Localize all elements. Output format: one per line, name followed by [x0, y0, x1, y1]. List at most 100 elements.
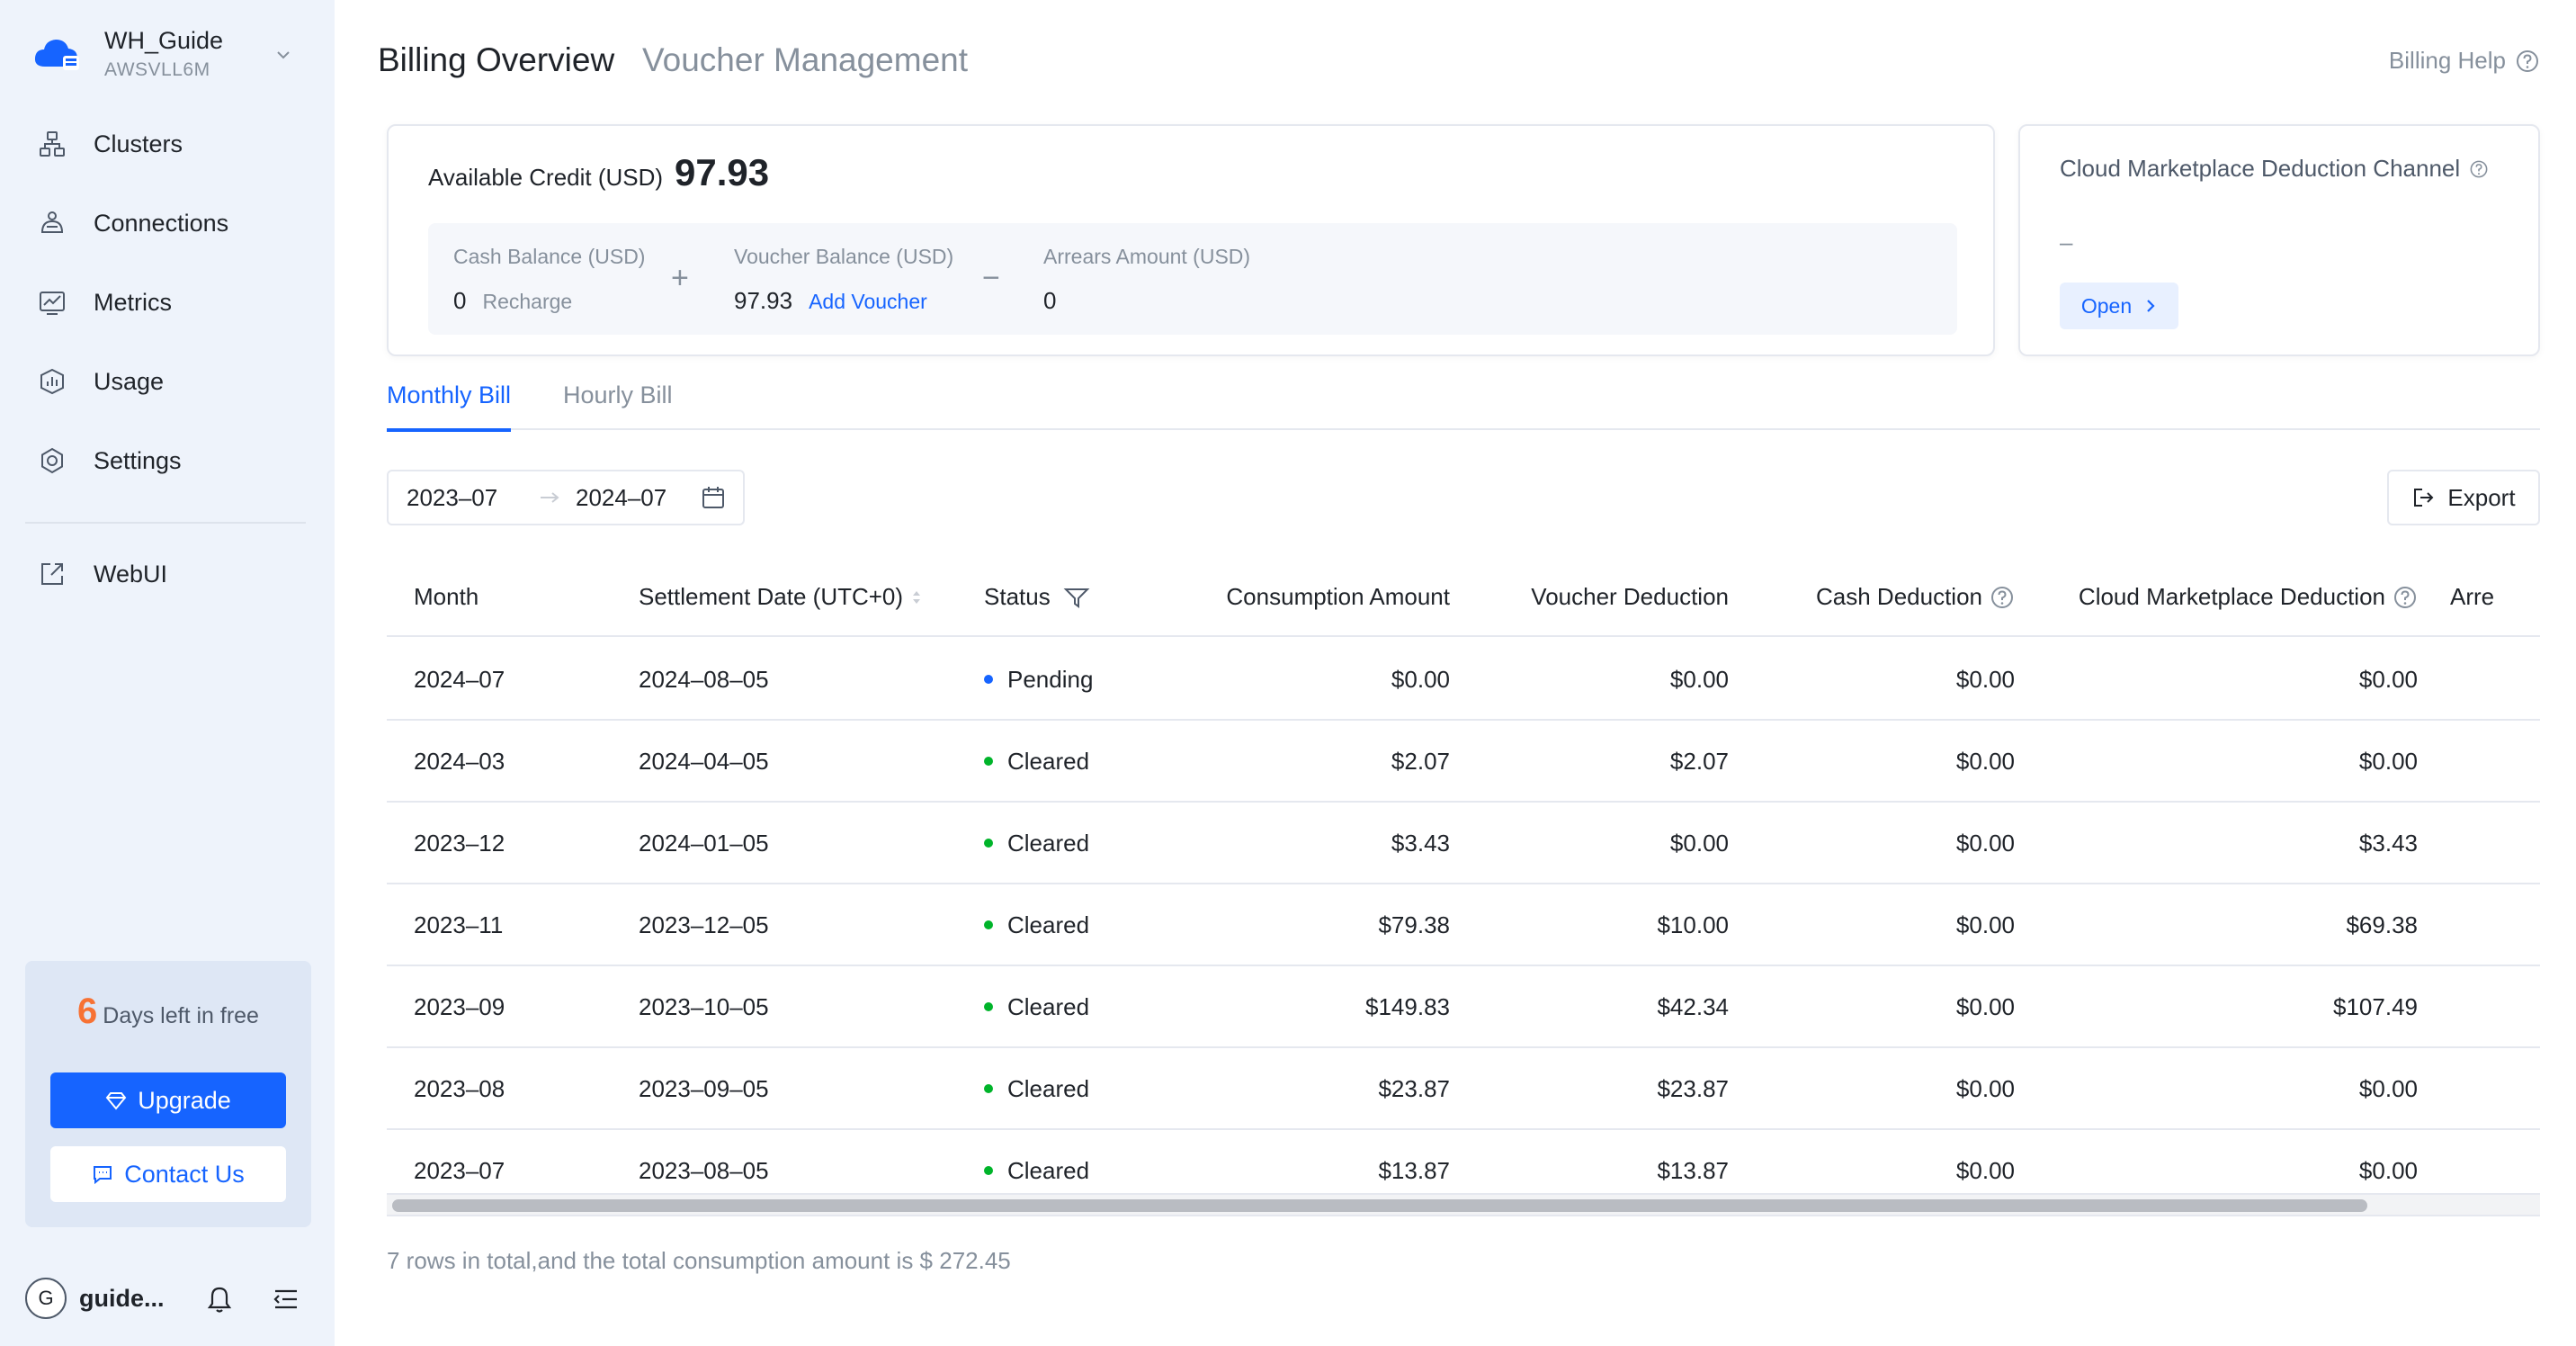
status-dot	[984, 675, 993, 685]
cell-month: 2023–09	[414, 993, 505, 1020]
tab-monthly-bill[interactable]: Monthly Bill	[387, 381, 512, 432]
cell-consumption-amount: $3.43	[1391, 830, 1450, 857]
marketplace-title-label: Cloud Marketplace Deduction Channel	[2060, 155, 2461, 182]
available-credit-value: 97.93	[675, 151, 770, 193]
cell-status: Cleared	[984, 911, 1089, 939]
table-row: 2024–03 2024–04–05 Cleared $2.07 $2.07 $0.00 $…	[387, 721, 2540, 803]
date-range-start[interactable]: 2023–07	[407, 484, 498, 511]
status-label: Cleared	[1007, 911, 1090, 938]
cell-voucher-deduction: $23.87	[1657, 1075, 1729, 1102]
question-circle-icon[interactable]	[2393, 585, 2418, 610]
sidebar: WH_Guide AWSVLL6M Clusters Connections M…	[0, 0, 335, 1346]
date-range-picker[interactable]: 2023–07 2024–07	[387, 470, 745, 525]
sidebar-item-metrics[interactable]: Metrics	[36, 277, 306, 328]
voucher-management-tab[interactable]: Voucher Management	[642, 41, 969, 78]
cell-status: Cleared	[984, 1075, 1089, 1103]
billing-help-link[interactable]: Billing Help	[2389, 47, 2540, 75]
sidebar-item-webui[interactable]: WebUI	[36, 549, 306, 599]
avatar[interactable]: G	[25, 1278, 67, 1319]
tab-hourly-bill[interactable]: Hourly Bill	[563, 381, 673, 408]
available-credit-label: Available Credit (USD)	[428, 164, 664, 191]
arrears-label: Arrears Amount (USD)	[1043, 245, 1251, 268]
bell-icon[interactable]	[203, 1283, 236, 1315]
contact-label: Contact Us	[124, 1160, 245, 1188]
sidebar-item-settings[interactable]: Settings	[36, 435, 306, 486]
cell-consumption-amount: $23.87	[1378, 1075, 1450, 1102]
bill-tabs: Monthly Bill Hourly Bill	[387, 381, 2540, 432]
cell-marketplace-deduction: $0.00	[2358, 666, 2418, 693]
cell-cash-deduction: $0.00	[1955, 993, 2015, 1020]
sidebar-item-label: WebUI	[94, 560, 168, 588]
cell-consumption-amount: $0.00	[1391, 666, 1450, 693]
open-label: Open	[2080, 293, 2133, 318]
collapse-menu-icon[interactable]	[270, 1283, 302, 1315]
cell-marketplace-deduction: $0.00	[2358, 748, 2418, 775]
col-settlement-date[interactable]: Settlement Date (UTC+0)	[639, 583, 923, 611]
cell-month: 2024–07	[414, 666, 505, 693]
contact-us-button[interactable]: Contact Us	[50, 1146, 286, 1202]
filter-icon[interactable]	[1063, 586, 1090, 609]
sort-icon[interactable]	[910, 587, 923, 608]
cash-balance-label: Cash Balance (USD)	[453, 245, 646, 268]
scrollbar-thumb[interactable]	[392, 1199, 2367, 1212]
col-month: Month	[414, 583, 479, 610]
cell-voucher-deduction: $42.34	[1657, 993, 1729, 1020]
trial-days-count: 6	[77, 992, 98, 1031]
open-button[interactable]: Open	[2060, 283, 2178, 329]
status-dot	[984, 1002, 993, 1012]
diamond-icon	[105, 1092, 127, 1110]
sidebar-item-usage[interactable]: Usage	[36, 356, 306, 407]
status-dot	[984, 1084, 993, 1094]
user-bar: G guide...	[25, 1276, 313, 1321]
status-dot	[984, 839, 993, 848]
marketplace-value: –	[2060, 229, 2073, 256]
arrears-block: Arrears Amount (USD) 0	[1043, 245, 1250, 315]
cloud-logo-icon	[34, 40, 79, 70]
billing-help-label: Billing Help	[2388, 47, 2506, 74]
workspace-id: AWSVLL6M	[104, 59, 210, 80]
calendar-icon[interactable]	[700, 484, 727, 511]
date-range-end[interactable]: 2024–07	[576, 484, 667, 511]
cell-voucher-deduction: $10.00	[1657, 911, 1729, 938]
question-circle-icon	[2517, 49, 2538, 72]
upgrade-button[interactable]: Upgrade	[50, 1072, 286, 1128]
cell-marketplace-deduction: $0.00	[2358, 1075, 2418, 1102]
col-consumption-amount: Consumption Amount	[1226, 583, 1450, 610]
cell-month: 2023–12	[414, 830, 505, 857]
cell-month: 2023–11	[414, 911, 504, 938]
cell-settlement-date: 2023–08–05	[639, 1157, 769, 1184]
sidebar-item-label: Settings	[94, 446, 182, 474]
table-header: Month Settlement Date (UTC+0) Status Con…	[387, 558, 2540, 637]
cell-cash-deduction: $0.00	[1955, 1157, 2015, 1184]
workspace-switcher[interactable]: WH_Guide AWSVLL6M	[32, 25, 302, 83]
usage-icon	[36, 365, 68, 398]
table-row: 2023–09 2023–10–05 Cleared $149.83 $42.34 $0.…	[387, 966, 2540, 1048]
horizontal-scrollbar[interactable]	[387, 1193, 2540, 1216]
sidebar-item-clusters[interactable]: Clusters	[36, 119, 306, 169]
cell-cash-deduction: $0.00	[1955, 748, 2015, 775]
marketplace-title: Cloud Marketplace Deduction Channel	[2060, 155, 2489, 183]
sidebar-item-label: Connections	[94, 209, 229, 237]
export-button[interactable]: Export	[2387, 470, 2540, 525]
sidebar-item-label: Metrics	[94, 288, 172, 316]
table-row: 2024–07 2024–08–05 Pending $0.00 $0.00 $0.00 $…	[387, 639, 2540, 721]
sidebar-item-connections[interactable]: Connections	[36, 198, 306, 248]
arrears-value: 0	[1043, 287, 1057, 314]
question-circle-icon[interactable]	[2469, 159, 2489, 179]
available-credit-card: Available Credit (USD) 97.93 Cash Balanc…	[387, 124, 1995, 356]
cell-month: 2023–07	[414, 1157, 505, 1184]
bill-table: Month Settlement Date (UTC+0) Status Con…	[387, 558, 2540, 1224]
chevron-right-icon	[2147, 300, 2155, 312]
col-arrears: Arre	[2450, 583, 2495, 610]
cell-marketplace-deduction: $3.43	[2358, 830, 2418, 857]
chevron-down-icon[interactable]	[273, 45, 293, 65]
add-voucher-link[interactable]: Add Voucher	[809, 290, 927, 313]
trial-days-text: 6 Days left in free	[25, 992, 311, 1032]
cell-voucher-deduction: $13.87	[1657, 1157, 1729, 1184]
col-status[interactable]: Status	[984, 583, 1090, 611]
recharge-link[interactable]: Recharge	[482, 290, 573, 313]
status-label: Cleared	[1007, 1157, 1090, 1184]
user-name[interactable]: guide...	[79, 1284, 165, 1312]
question-circle-icon[interactable]	[1990, 585, 2015, 610]
cell-cash-deduction: $0.00	[1955, 911, 2015, 938]
